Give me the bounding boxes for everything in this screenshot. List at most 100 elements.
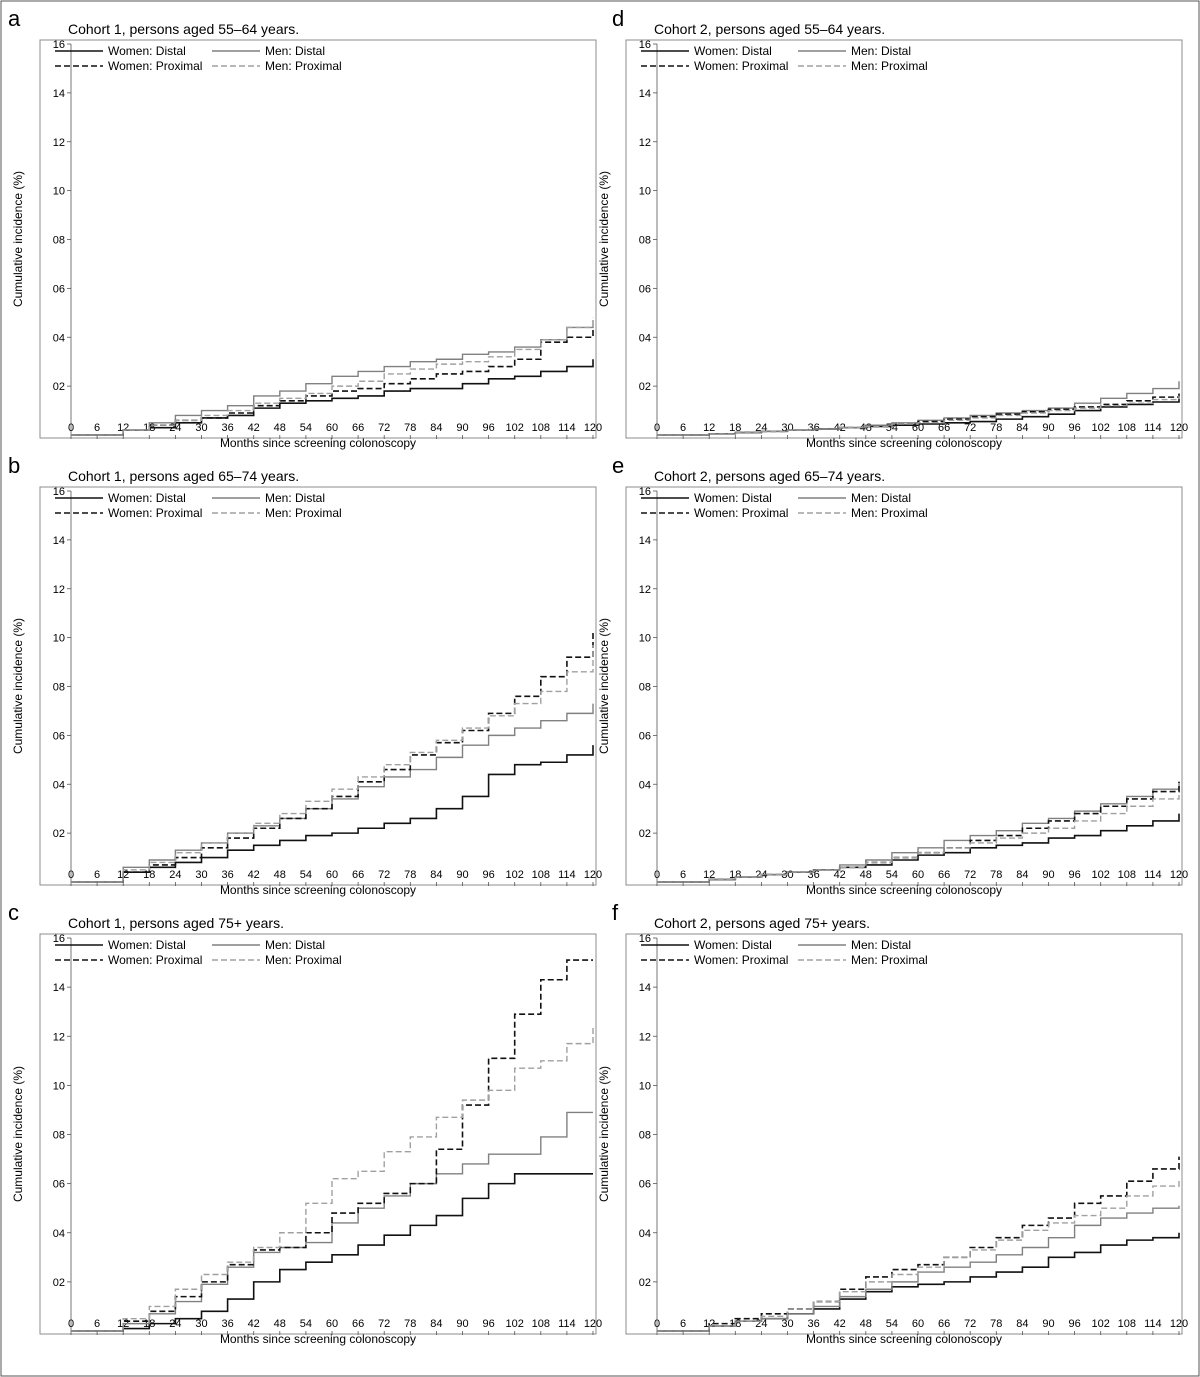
legend-label: Men: Proximal bbox=[265, 506, 342, 520]
legend-label: Women: Distal bbox=[108, 44, 186, 58]
legend-label: Women: Proximal bbox=[694, 953, 788, 967]
x-tick-label: 90 bbox=[456, 422, 468, 434]
x-tick-label: 66 bbox=[938, 869, 950, 881]
legend-label: Men: Distal bbox=[265, 938, 325, 952]
y-axis-label: Cumulative incidence (%) bbox=[11, 171, 25, 307]
x-tick-label: 30 bbox=[195, 869, 207, 881]
x-tick-label: 102 bbox=[506, 422, 524, 434]
x-axis-label: Months since screening colonoscopy bbox=[220, 1332, 416, 1346]
x-tick-label: 72 bbox=[378, 422, 390, 434]
x-tick-label: 72 bbox=[964, 869, 976, 881]
x-tick-label: 72 bbox=[964, 1318, 976, 1330]
legend-label: Men: Distal bbox=[265, 491, 325, 505]
x-tick-label: 54 bbox=[300, 1318, 312, 1330]
x-tick-label: 90 bbox=[1042, 1318, 1054, 1330]
x-tick-label: 66 bbox=[938, 422, 950, 434]
x-tick-label: 114 bbox=[558, 422, 576, 434]
x-tick-label: 0 bbox=[68, 1318, 74, 1330]
chart-title: Cohort 1, persons aged 65–74 years. bbox=[68, 468, 299, 484]
x-tick-label: 96 bbox=[482, 869, 494, 881]
x-tick-label: 84 bbox=[1016, 1318, 1028, 1330]
y-tick-label: 12 bbox=[53, 137, 65, 149]
x-tick-label: 108 bbox=[1118, 1318, 1136, 1330]
x-tick-label: 54 bbox=[300, 422, 312, 434]
y-tick-label: 04 bbox=[53, 332, 65, 344]
x-tick-label: 108 bbox=[1118, 422, 1136, 434]
y-tick-label: 02 bbox=[53, 381, 65, 393]
x-tick-label: 78 bbox=[404, 1318, 416, 1330]
x-tick-label: 42 bbox=[248, 422, 260, 434]
x-tick-label: 30 bbox=[781, 1318, 793, 1330]
x-tick-label: 30 bbox=[195, 1318, 207, 1330]
x-tick-label: 120 bbox=[584, 1318, 602, 1330]
y-tick-label: 06 bbox=[639, 283, 651, 295]
x-tick-label: 60 bbox=[912, 869, 924, 881]
legend-label: Women: Proximal bbox=[108, 506, 202, 520]
legend-label: Women: Distal bbox=[694, 938, 772, 952]
y-tick-label: 10 bbox=[639, 186, 651, 198]
x-tick-label: 36 bbox=[807, 1318, 819, 1330]
chart-title: Cohort 2, persons aged 75+ years. bbox=[654, 915, 870, 931]
legend-label: Women: Proximal bbox=[108, 953, 202, 967]
plot-frame bbox=[625, 933, 1183, 1335]
x-tick-label: 114 bbox=[558, 1318, 576, 1330]
legend-label: Men: Proximal bbox=[851, 506, 928, 520]
chart-panel-d: d Cohort 2, persons aged 55–64 years. 02 04… bbox=[597, 6, 1188, 450]
y-tick-label: 08 bbox=[639, 1130, 651, 1142]
x-tick-label: 66 bbox=[938, 1318, 950, 1330]
legend-label: Women: Proximal bbox=[694, 506, 788, 520]
x-tick-label: 54 bbox=[886, 869, 898, 881]
x-tick-label: 102 bbox=[1092, 1318, 1110, 1330]
x-tick-label: 120 bbox=[584, 422, 602, 434]
legend-label: Women: Distal bbox=[694, 491, 772, 505]
x-tick-label: 36 bbox=[221, 1318, 233, 1330]
legend-label: Women: Distal bbox=[694, 44, 772, 58]
y-tick-label: 14 bbox=[639, 535, 651, 547]
x-axis-label: Months since screening colonoscopy bbox=[806, 883, 1002, 897]
x-tick-label: 90 bbox=[456, 869, 468, 881]
x-tick-label: 60 bbox=[912, 1318, 924, 1330]
y-tick-label: 12 bbox=[53, 584, 65, 596]
x-tick-label: 60 bbox=[326, 1318, 338, 1330]
x-tick-label: 78 bbox=[990, 422, 1002, 434]
x-tick-label: 108 bbox=[1118, 869, 1136, 881]
x-tick-label: 72 bbox=[964, 422, 976, 434]
y-tick-label: 02 bbox=[53, 1277, 65, 1289]
x-tick-label: 108 bbox=[532, 869, 550, 881]
y-tick-label: 16 bbox=[639, 933, 651, 945]
x-tick-label: 78 bbox=[990, 1318, 1002, 1330]
y-tick-label: 04 bbox=[639, 779, 651, 791]
y-tick-label: 16 bbox=[53, 933, 65, 945]
y-tick-label: 12 bbox=[53, 1031, 65, 1043]
legend-label: Men: Proximal bbox=[265, 953, 342, 967]
x-tick-label: 78 bbox=[990, 869, 1002, 881]
x-tick-label: 120 bbox=[584, 869, 602, 881]
series-line bbox=[657, 395, 1180, 436]
x-tick-label: 54 bbox=[300, 869, 312, 881]
legend-label: Men: Distal bbox=[851, 938, 911, 952]
x-tick-label: 96 bbox=[482, 422, 494, 434]
chart-panel-f: f Cohort 2, persons aged 75+ years.020406… bbox=[597, 900, 1188, 1346]
x-tick-label: 48 bbox=[274, 422, 286, 434]
series-line bbox=[71, 329, 594, 436]
y-tick-label: 04 bbox=[53, 779, 65, 791]
x-tick-label: 120 bbox=[1170, 1318, 1188, 1330]
x-tick-label: 108 bbox=[532, 422, 550, 434]
x-tick-label: 54 bbox=[886, 1318, 898, 1330]
x-tick-label: 6 bbox=[680, 422, 686, 434]
y-tick-label: 08 bbox=[639, 682, 651, 694]
x-tick-label: 72 bbox=[378, 869, 390, 881]
y-axis-label: Cumulative incidence (%) bbox=[597, 171, 611, 307]
x-tick-label: 96 bbox=[482, 1318, 494, 1330]
legend-label: Men: Proximal bbox=[851, 953, 928, 967]
y-tick-label: 02 bbox=[639, 828, 651, 840]
x-tick-label: 102 bbox=[1092, 869, 1110, 881]
y-tick-label: 04 bbox=[53, 1228, 65, 1240]
y-tick-label: 06 bbox=[53, 283, 65, 295]
y-tick-label: 10 bbox=[53, 633, 65, 645]
x-tick-label: 72 bbox=[378, 1318, 390, 1330]
x-tick-label: 6 bbox=[680, 869, 686, 881]
series-line bbox=[657, 794, 1180, 883]
